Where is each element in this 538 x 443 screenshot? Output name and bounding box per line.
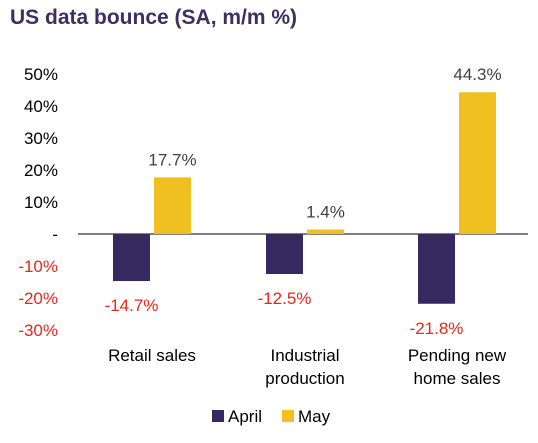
y-tick-label: -10% <box>18 257 58 276</box>
category-labels: Retail sales Industrial production Pending … <box>108 346 507 388</box>
category-label: Industrial <box>271 346 340 365</box>
category-label: production <box>265 369 344 388</box>
chart-title: US data bounce (SA, m/m %) <box>10 6 298 29</box>
bar-may-2 <box>459 92 496 235</box>
data-label-april-0: -14.7% <box>105 296 159 315</box>
category-label: Pending new <box>408 346 507 365</box>
y-tick-label: 50% <box>24 65 58 84</box>
data-label-april-2: -21.8% <box>410 319 464 338</box>
legend: April May <box>212 407 331 426</box>
y-tick-label: 10% <box>24 193 58 212</box>
bar-april-0 <box>113 234 150 282</box>
bar-may-0 <box>154 177 191 234</box>
category-label: Retail sales <box>108 346 196 365</box>
y-tick-label: - <box>52 225 58 244</box>
data-label-may-2: 44.3% <box>453 65 501 84</box>
y-tick-label: -20% <box>18 289 58 308</box>
bars-group: -14.7% -12.5% -21.8% 17.7% 1.4% 44.3% <box>105 65 502 338</box>
legend-swatch-april <box>212 410 224 422</box>
y-tick-label: 30% <box>24 129 58 148</box>
y-axis: 50% 40% 30% 20% 10% - -10% -20% -30% <box>18 65 58 340</box>
bar-may-1 <box>307 229 344 234</box>
legend-label-april: April <box>228 407 262 426</box>
data-label-may-0: 17.7% <box>148 150 196 169</box>
category-label: home sales <box>414 369 501 388</box>
legend-label-may: May <box>298 407 331 426</box>
y-tick-label: 40% <box>24 97 58 116</box>
data-label-april-1: -12.5% <box>258 289 312 308</box>
y-tick-label: 20% <box>24 161 58 180</box>
bar-april-1 <box>266 234 303 274</box>
bar-april-2 <box>418 234 455 304</box>
legend-swatch-may <box>282 410 294 422</box>
data-label-may-1: 1.4% <box>306 203 345 222</box>
y-tick-label: -30% <box>18 321 58 340</box>
